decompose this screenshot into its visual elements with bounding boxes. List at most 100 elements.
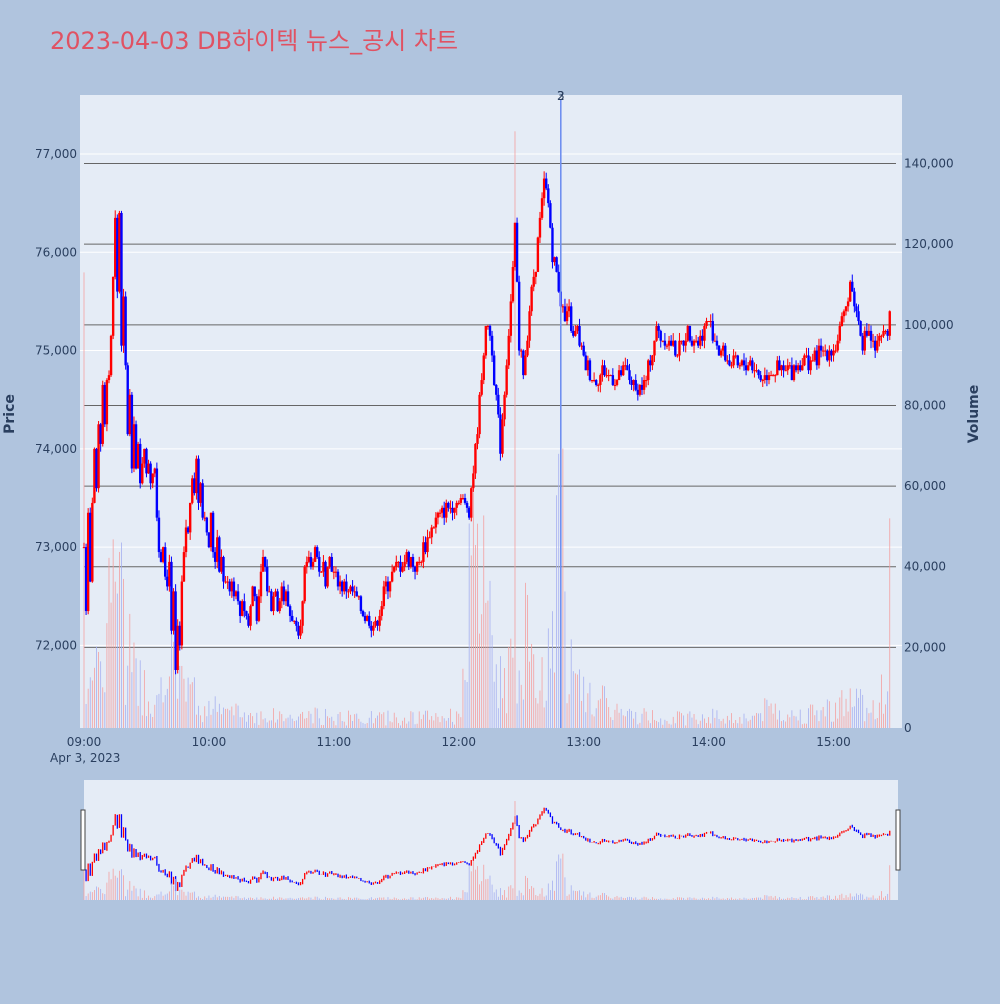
slider-volume-bar [558,855,559,900]
candle-body [89,513,91,582]
slider-volume-bar [696,899,697,900]
slider-volume-bar [781,899,782,900]
slider-volume-bar [227,897,228,900]
slider-volume-bar [215,895,216,900]
candle-body [316,547,318,557]
volume-bar [219,704,220,728]
candle-body [641,385,643,390]
volume-bar [408,721,409,728]
volume-bar [460,717,461,728]
candle-body [518,282,520,351]
candle-body [889,311,891,336]
slider-volume-bar [223,897,224,900]
volume-tick-label: 0 [904,721,912,735]
range-slider-left-handle[interactable] [81,810,85,870]
volume-bar [331,717,332,728]
slider-volume-bar [562,854,563,900]
volume-bar [383,712,384,728]
volume-bar [567,703,568,728]
candle-body [264,557,266,567]
candle-body [709,321,711,322]
candle-body [137,444,139,469]
slider-volume-bar [764,895,765,900]
range-slider-right-handle[interactable] [896,810,900,870]
volume-bar [327,716,328,728]
slider-volume-bar [848,897,849,900]
volume-bar [760,713,761,728]
slider-volume-bar [733,899,734,900]
slider-volume-bar [592,898,593,900]
volume-bar [737,723,738,728]
slider-volume-bar [825,898,826,900]
volume-bar [265,718,266,728]
volume-bar [610,717,611,728]
volume-bar [683,715,684,728]
slider-volume-bar [298,898,299,900]
slider-volume-bar [648,899,649,900]
candle-body [368,616,370,626]
volume-bar [115,582,116,728]
volume-bar [463,669,464,728]
volume-bar [754,716,755,728]
candle-body [822,351,824,352]
volume-bar [190,684,191,728]
slider-volume-bar [735,899,736,900]
candle-body [776,360,778,375]
slider-volume-bar [125,896,126,900]
volume-bar [300,714,301,728]
slider-volume-bar [234,898,235,900]
volume-bar [167,689,168,728]
candle-body [489,326,491,336]
candle-body [807,355,809,370]
candle-body [495,385,497,395]
volume-bar [558,454,559,728]
candle-body [124,296,126,365]
volume-bar [123,579,124,728]
candle-body [685,341,687,346]
volume-bar [717,710,718,728]
candle-body [497,395,499,415]
candle-body [366,616,368,621]
slider-volume-bar [469,866,470,900]
candle-body [268,591,270,592]
volume-bar [529,662,530,728]
volume-bar [579,669,580,728]
slider-volume-bar [446,899,447,900]
volume-bar [885,704,886,728]
volume-bar [869,713,870,728]
volume-bar [404,718,405,728]
volume-bar [258,725,259,728]
candle-body [279,601,281,611]
slider-volume-bar [354,898,355,900]
slider-volume-bar [258,899,259,900]
volume-bar [223,708,224,728]
candle-body [843,311,845,316]
range-slider[interactable] [84,780,898,900]
slider-volume-bar [762,899,763,900]
main-plot-area[interactable] [80,95,902,728]
candle-body [283,586,285,601]
volume-bar [550,669,551,728]
candle-body [458,503,460,504]
volume-bar [277,719,278,728]
candle-body [861,336,863,351]
price-tick-label: 72,000 [35,638,77,652]
candle-body [239,601,241,616]
volume-bar [125,705,126,728]
volume-bar [369,718,370,728]
volume-bar [756,713,757,728]
candle-body [666,346,668,347]
volume-bar [533,654,534,728]
volume-bar [858,698,859,728]
volume-bar [350,715,351,728]
slider-volume-bar [254,899,255,900]
candle-body [755,370,757,371]
volume-bar [883,714,884,728]
volume-bar [488,601,489,728]
candle-body [235,591,237,596]
candle-body [616,380,618,385]
candle-body [139,444,141,483]
volume-bar [269,721,270,728]
slider-volume-bar [152,898,153,900]
slider-volume-bar [513,888,514,900]
